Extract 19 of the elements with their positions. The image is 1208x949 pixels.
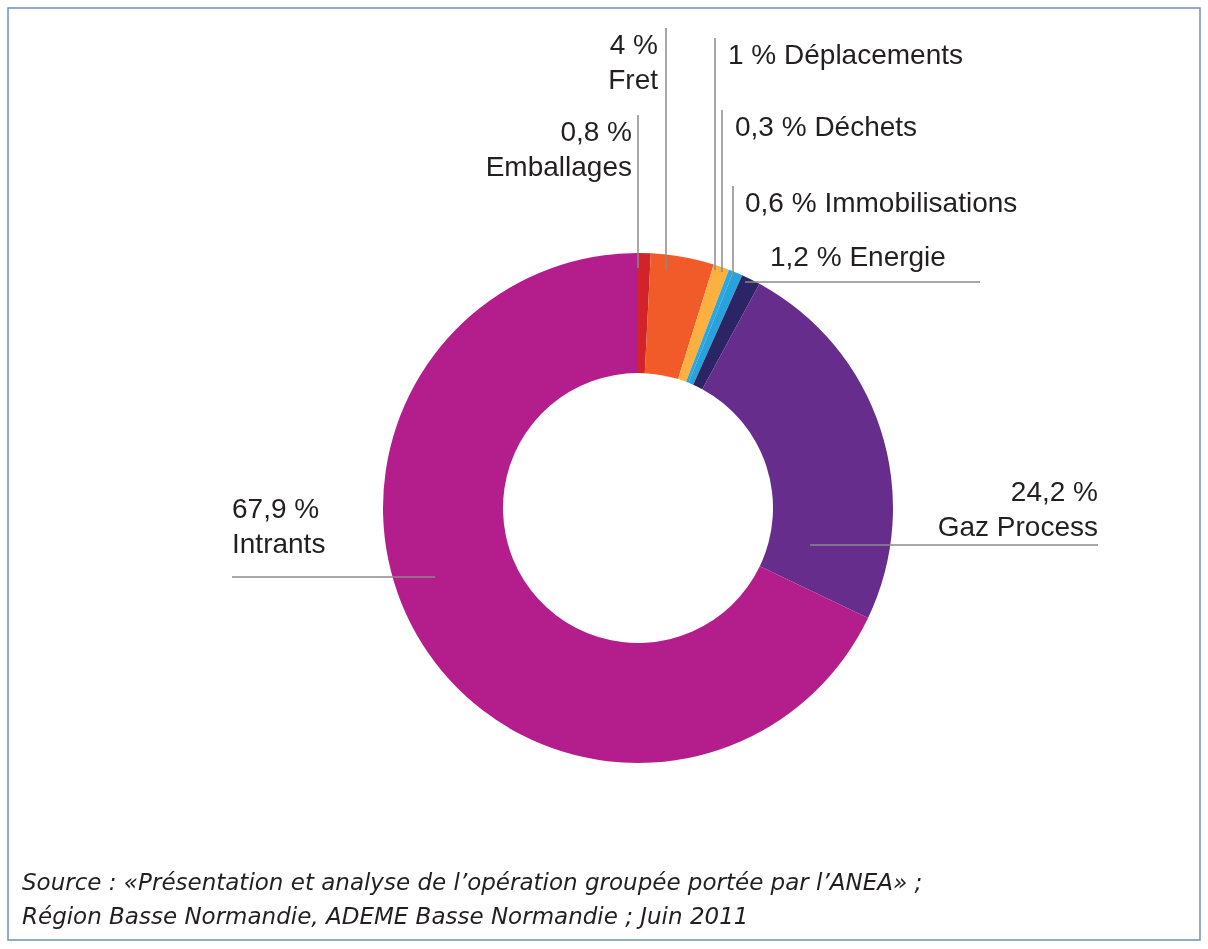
donut-slice <box>702 283 893 619</box>
slice-label: 1 % Déplacements <box>728 39 964 70</box>
donut-slice <box>638 253 651 374</box>
slice-label: Gaz Process <box>937 511 1098 542</box>
data-label: 67,9 % <box>232 493 320 524</box>
slice-label: 0,6 % Immobilisations <box>745 187 1018 218</box>
slice-label: Emballages <box>485 151 632 182</box>
data-label: 0,8 % <box>560 116 632 147</box>
slice-label: 1,2 % Energie <box>770 241 946 272</box>
slice-label: Fret <box>608 64 659 95</box>
donut-slice <box>644 253 714 380</box>
donut-slice <box>688 271 743 385</box>
data-label: 4 % <box>609 29 658 60</box>
slice-label: 0,3 % Déchets <box>735 111 918 142</box>
donut-slice <box>693 275 760 390</box>
donut-slice <box>678 264 729 382</box>
data-label: 24,2 % <box>1010 476 1098 507</box>
source-note: Source : «Présentation et analyse de l’opération groupée portée par l’ANEA» ; Région Basse Normandie, ADEME Basse Normandie ; Juin 2011 <box>22 869 923 929</box>
slice-label: Intrants <box>232 528 326 559</box>
